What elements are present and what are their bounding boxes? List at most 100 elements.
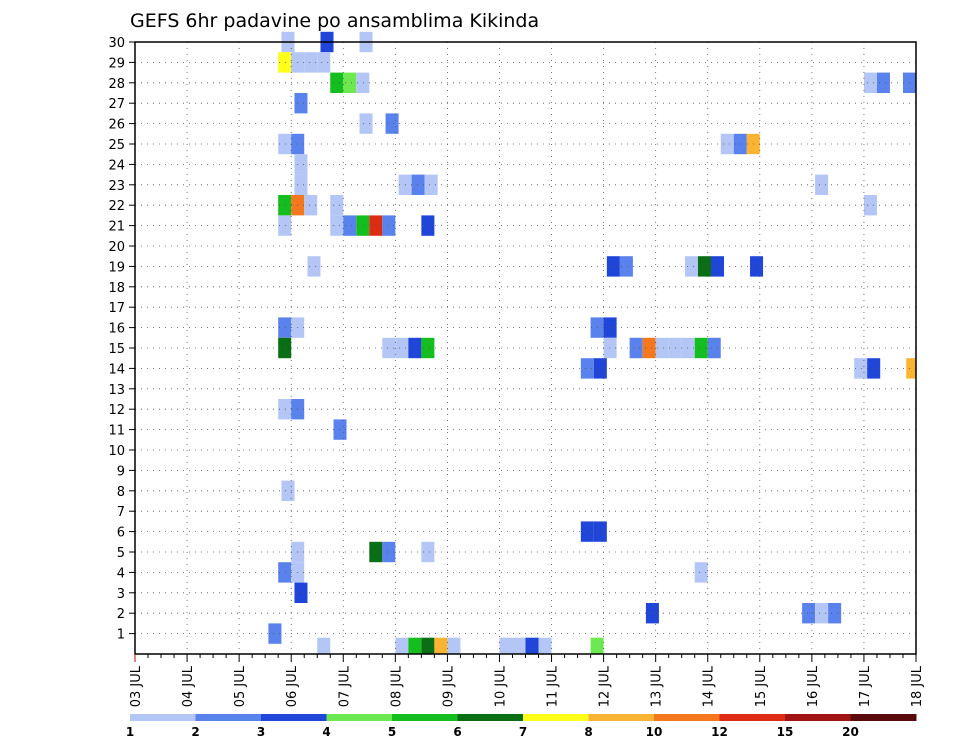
y-tick-label: 27	[108, 97, 125, 112]
heatmap-cell	[395, 337, 409, 359]
heatmap-cell	[655, 337, 669, 359]
grid-lines	[135, 41, 916, 654]
x-axis: 03 JUL 04 JUL 05 JUL 06 JUL 07 JUL 08 JUL 09 J…	[129, 654, 925, 707]
legend-label: 5	[388, 725, 396, 739]
y-tick-label: 18	[108, 281, 125, 296]
heatmap-cell	[694, 337, 708, 359]
heatmap-cell	[343, 72, 357, 93]
y-tick-label: 13	[108, 383, 125, 398]
heatmap-cell	[281, 480, 295, 501]
heatmap-cell	[330, 72, 344, 93]
heatmap-cell	[385, 113, 399, 134]
x-tick-label: 08 JUL	[389, 665, 404, 707]
x-tick-label: 10 JUL	[493, 665, 508, 707]
legend-label: 7	[519, 725, 527, 739]
y-tick-label: 20	[108, 240, 125, 255]
heatmap-cell	[330, 215, 344, 236]
heatmap-cell	[619, 256, 633, 277]
legend-label: 6	[453, 725, 461, 739]
y-tick-label: 28	[108, 77, 125, 92]
heatmap-cell	[408, 337, 422, 359]
heatmap-cell	[382, 541, 396, 563]
heatmap-cell	[863, 72, 877, 93]
heatmap-cell	[707, 337, 721, 359]
y-tick-label: 4	[117, 566, 125, 581]
heatmap-cell	[294, 93, 308, 114]
x-tick-label: 05 JUL	[233, 665, 248, 707]
y-tick-label: 24	[108, 158, 125, 173]
heatmap-cell	[421, 637, 435, 654]
heatmap-cell	[733, 133, 747, 155]
heatmap-cell	[307, 256, 321, 277]
heatmap-cell	[815, 603, 829, 624]
y-tick-label: 1	[117, 628, 125, 643]
legend-swatch	[654, 714, 720, 721]
y-tick-label: 15	[108, 342, 125, 357]
color-legend: 1 2 3 4 5 6 7 8 10 12 15 20	[126, 714, 917, 739]
x-tick-label: 18 JUL	[910, 665, 925, 707]
heatmap-cell	[593, 358, 607, 379]
y-tick-label: 30	[108, 36, 125, 51]
legend-swatch	[326, 714, 393, 721]
heatmap-cell	[642, 337, 656, 359]
y-tick-label: 16	[108, 322, 125, 337]
heatmap-cell	[304, 195, 318, 216]
x-tick-label: 15 JUL	[754, 665, 769, 707]
x-tick-label: 12 JUL	[598, 665, 613, 707]
heatmap-cell	[268, 623, 282, 644]
heatmap-cell	[421, 215, 435, 236]
y-axis: 1234567891011121314151617181920212223242…	[108, 36, 135, 643]
heatmap-cell	[317, 637, 331, 654]
heatmap-cell	[645, 603, 659, 624]
x-tick-label: 06 JUL	[285, 665, 300, 707]
heatmap-cell	[294, 154, 308, 175]
x-tick-label: 11 JUL	[546, 665, 561, 707]
y-tick-label: 29	[108, 56, 125, 71]
y-tick-label: 22	[108, 199, 125, 214]
heatmap-cell	[382, 215, 396, 236]
heatmap-cell	[408, 637, 422, 654]
legend-label: 10	[646, 725, 663, 739]
heatmap-cell	[278, 399, 292, 420]
x-tick-label: 04 JUL	[181, 665, 196, 707]
heatmap-cell	[828, 603, 842, 624]
heatmap-cell	[278, 133, 292, 155]
y-tick-label: 23	[108, 179, 125, 194]
x-tick-label: 16 JUL	[806, 665, 821, 707]
y-tick-label: 19	[108, 260, 125, 275]
heatmap-cell	[525, 637, 539, 654]
heatmap-cell	[580, 358, 594, 379]
legend-swatch	[785, 714, 851, 721]
y-tick-label: 26	[108, 118, 125, 133]
heatmap-cell	[815, 174, 829, 195]
y-tick-label: 17	[108, 301, 125, 316]
heatmap-cell	[421, 541, 435, 563]
x-tick-label: 03 JUL	[129, 665, 144, 707]
heatmap-cell	[424, 174, 438, 195]
legend-swatch	[195, 714, 262, 721]
legend-swatch	[719, 714, 786, 721]
heatmap-cell	[278, 317, 292, 338]
x-tick-label: 09 JUL	[441, 665, 456, 707]
x-tick-label: 14 JUL	[702, 665, 717, 707]
heatmap-cell	[681, 337, 695, 359]
chart-title: GEFS 6hr padavine po ansamblima Kikinda	[130, 10, 539, 32]
heatmap-cell	[434, 637, 448, 654]
heatmap-cell	[854, 358, 868, 379]
heatmap-cell	[278, 215, 292, 236]
heatmap-cell	[876, 72, 890, 93]
y-tick-label: 6	[117, 526, 125, 541]
heatmap-cell	[356, 72, 370, 93]
heatmap-cell	[906, 358, 916, 379]
y-tick-label: 5	[117, 546, 125, 561]
heatmap-cell	[278, 52, 292, 73]
heatmap-cell	[720, 133, 734, 155]
legend-label: 1	[126, 725, 134, 739]
y-tick-label: 7	[117, 505, 125, 520]
heatmap-cell	[421, 337, 435, 359]
legend-label: 20	[842, 725, 859, 739]
heatmap-cell	[278, 562, 292, 583]
legend-swatch	[261, 714, 327, 721]
heatmap-cell	[343, 215, 357, 236]
